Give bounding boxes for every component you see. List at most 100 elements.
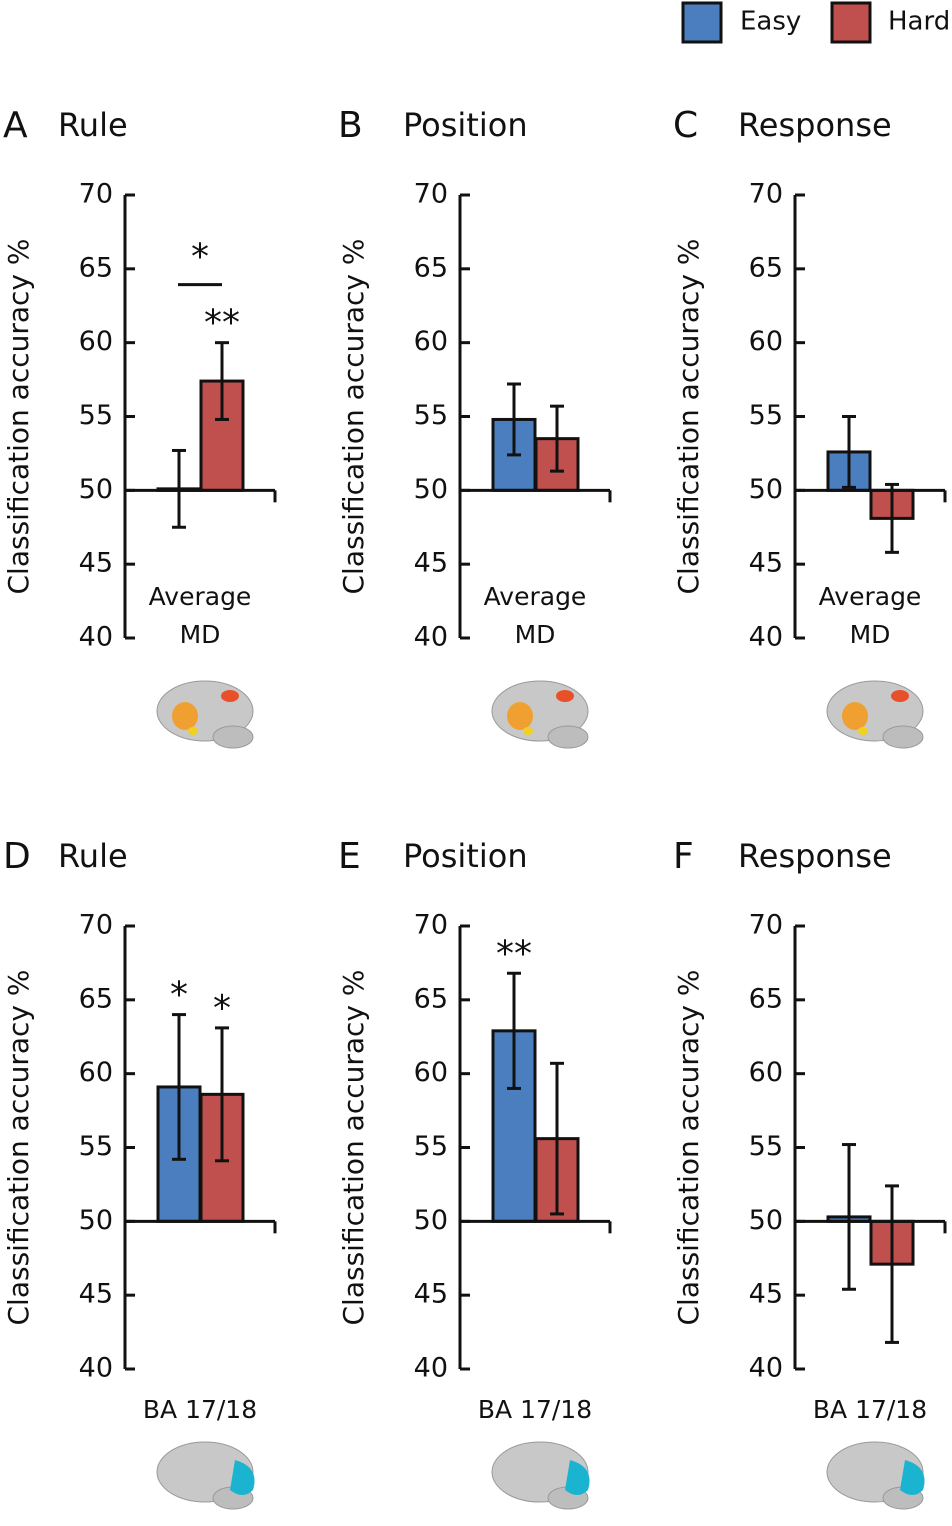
y-tick-label: 40 bbox=[414, 1353, 448, 1384]
y-tick-label: 60 bbox=[79, 326, 113, 357]
panel-title: Rule bbox=[58, 837, 128, 875]
y-tick-label: 50 bbox=[414, 474, 448, 505]
y-tick-label: 55 bbox=[414, 400, 448, 431]
y-tick-label: 50 bbox=[749, 1205, 783, 1236]
y-tick-label: 45 bbox=[414, 1279, 448, 1310]
error-bar bbox=[842, 415, 856, 489]
legend-label: Easy bbox=[740, 7, 801, 37]
error-bar bbox=[507, 382, 521, 457]
y-tick-label: 50 bbox=[414, 1205, 448, 1236]
brain-region bbox=[858, 727, 868, 735]
y-tick-label: 60 bbox=[749, 326, 783, 357]
y-tick-label: 60 bbox=[414, 1057, 448, 1088]
panel-letter: E bbox=[338, 836, 361, 877]
y-tick-label: 40 bbox=[414, 622, 448, 653]
error-bar bbox=[172, 1013, 186, 1161]
y-tick-label: 45 bbox=[414, 548, 448, 579]
y-tick-label: 45 bbox=[79, 1279, 113, 1310]
panel-title: Position bbox=[403, 837, 528, 875]
error-bar bbox=[507, 971, 521, 1090]
error-bar bbox=[885, 1184, 899, 1344]
brain-region bbox=[188, 727, 198, 735]
legend-label: Hard bbox=[888, 7, 950, 37]
y-tick-label: 70 bbox=[749, 179, 783, 210]
panel-title: Rule bbox=[58, 106, 128, 144]
brain-region bbox=[523, 727, 533, 735]
y-tick-label: 55 bbox=[749, 400, 783, 431]
brain-region bbox=[221, 690, 239, 702]
y-tick-label: 55 bbox=[79, 1131, 113, 1162]
error-bar bbox=[215, 1026, 229, 1163]
x-tick-label: BA 17/18 bbox=[142, 1395, 258, 1424]
brain-region bbox=[842, 702, 868, 730]
y-tick-label: 40 bbox=[79, 622, 113, 653]
x-tick-label: Average MD bbox=[483, 582, 587, 649]
panel-title: Response bbox=[738, 106, 892, 144]
panel-letter: C bbox=[673, 105, 698, 146]
brain-region bbox=[172, 702, 198, 730]
y-tick-label: 40 bbox=[79, 1353, 113, 1384]
y-tick-label: 55 bbox=[414, 1131, 448, 1162]
y-tick-label: 65 bbox=[749, 983, 783, 1014]
y-tick-label: 65 bbox=[414, 252, 448, 283]
brain-region bbox=[891, 690, 909, 702]
panel-title: Response bbox=[738, 837, 892, 875]
significance: * bbox=[213, 988, 231, 1029]
y-tick-label: 40 bbox=[749, 622, 783, 653]
y-tick-label: 50 bbox=[749, 474, 783, 505]
y-axis-label: Classification accuracy % bbox=[672, 238, 705, 594]
y-axis-label: Classification accuracy % bbox=[337, 238, 370, 594]
x-tick-label: Average MD bbox=[148, 582, 252, 649]
brain-cerebellum bbox=[882, 725, 924, 749]
comparison-significance: * bbox=[191, 237, 209, 278]
y-tick-label: 50 bbox=[79, 474, 113, 505]
y-axis-label: Classification accuracy % bbox=[337, 969, 370, 1325]
y-tick-label: 60 bbox=[79, 1057, 113, 1088]
y-tick-label: 70 bbox=[79, 179, 113, 210]
y-tick-label: 45 bbox=[749, 548, 783, 579]
y-tick-label: 45 bbox=[79, 548, 113, 579]
panel-letter: B bbox=[338, 105, 363, 146]
brain-region bbox=[230, 1460, 255, 1495]
x-tick-label: Average MD bbox=[818, 582, 922, 649]
y-tick-label: 70 bbox=[749, 910, 783, 941]
y-tick-label: 55 bbox=[749, 1131, 783, 1162]
error-bar bbox=[550, 404, 564, 473]
legend-swatch bbox=[830, 1, 872, 44]
error-bar bbox=[885, 482, 899, 554]
y-axis-label: Classification accuracy % bbox=[672, 969, 705, 1325]
panel-letter: A bbox=[3, 105, 28, 146]
brain-region bbox=[556, 690, 574, 702]
panel-title: Position bbox=[403, 106, 528, 144]
legend-swatch bbox=[681, 1, 723, 44]
y-tick-label: 65 bbox=[414, 983, 448, 1014]
brain-region bbox=[565, 1460, 590, 1495]
brain-cerebellum bbox=[212, 725, 254, 749]
significance: ** bbox=[496, 933, 532, 974]
x-tick-label: BA 17/18 bbox=[477, 1395, 593, 1424]
y-tick-label: 40 bbox=[749, 1353, 783, 1384]
y-axis-label: Classification accuracy % bbox=[2, 238, 35, 594]
y-tick-label: 65 bbox=[79, 252, 113, 283]
brain-region bbox=[507, 702, 533, 730]
significance: * bbox=[170, 975, 188, 1016]
y-tick-label: 70 bbox=[414, 179, 448, 210]
error-bar bbox=[550, 1061, 564, 1216]
panel-letter: D bbox=[3, 836, 31, 877]
y-tick-label: 55 bbox=[79, 400, 113, 431]
error-bar bbox=[215, 341, 229, 421]
y-tick-label: 65 bbox=[749, 252, 783, 283]
x-tick-label: BA 17/18 bbox=[812, 1395, 928, 1424]
y-tick-label: 60 bbox=[414, 326, 448, 357]
significance: ** bbox=[204, 303, 240, 344]
y-axis-label: Classification accuracy % bbox=[2, 969, 35, 1325]
y-tick-label: 65 bbox=[79, 983, 113, 1014]
y-tick-label: 50 bbox=[79, 1205, 113, 1236]
y-tick-label: 70 bbox=[414, 910, 448, 941]
y-tick-label: 60 bbox=[749, 1057, 783, 1088]
y-tick-label: 70 bbox=[79, 910, 113, 941]
brain-cerebellum bbox=[547, 725, 589, 749]
error-bar bbox=[842, 1143, 856, 1291]
